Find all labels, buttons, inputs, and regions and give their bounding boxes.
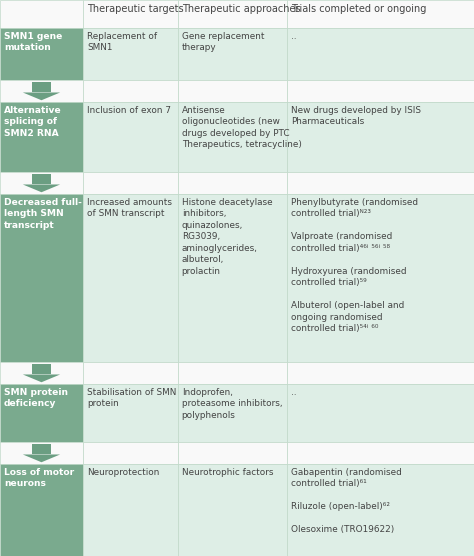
Bar xyxy=(178,172,287,194)
Bar xyxy=(83,194,178,362)
Bar xyxy=(287,194,474,362)
Bar xyxy=(178,384,287,442)
Text: Loss of motor
neurons: Loss of motor neurons xyxy=(4,468,74,489)
Bar xyxy=(0,362,83,384)
Bar xyxy=(0,28,83,80)
Text: Therapeutic approaches: Therapeutic approaches xyxy=(182,4,301,14)
Text: Therapeutic targets: Therapeutic targets xyxy=(87,4,183,14)
Bar xyxy=(287,0,474,28)
Bar xyxy=(287,172,474,194)
Text: Increased amounts
of SMN transcript: Increased amounts of SMN transcript xyxy=(87,198,172,219)
Bar xyxy=(83,362,178,384)
Text: Stabilisation of SMN
protein: Stabilisation of SMN protein xyxy=(87,388,176,409)
Bar xyxy=(0,0,83,28)
Polygon shape xyxy=(23,185,60,192)
Bar xyxy=(83,102,178,172)
Text: SMN1 gene
mutation: SMN1 gene mutation xyxy=(4,32,63,52)
Polygon shape xyxy=(23,375,60,382)
Bar xyxy=(178,0,287,28)
Bar xyxy=(83,28,178,80)
Text: ..: .. xyxy=(291,32,296,41)
Bar xyxy=(0,172,83,194)
Bar xyxy=(83,0,178,28)
Bar xyxy=(287,442,474,464)
Bar xyxy=(287,28,474,80)
Bar xyxy=(287,464,474,556)
Text: Decreased full-
length SMN
transcript: Decreased full- length SMN transcript xyxy=(4,198,82,230)
Bar xyxy=(178,28,287,80)
Text: Phenylbutyrate (randomised
controlled trial)ᴺ²³

Valproate (randomised
controlle: Phenylbutyrate (randomised controlled tr… xyxy=(291,198,418,333)
Text: Alternative
splicing of
SMN2 RNA: Alternative splicing of SMN2 RNA xyxy=(4,106,62,138)
Bar xyxy=(0,194,83,362)
Text: Neuroprotection: Neuroprotection xyxy=(87,468,159,477)
Bar xyxy=(0,464,83,556)
Bar xyxy=(178,442,287,464)
Text: Gene replacement
therapy: Gene replacement therapy xyxy=(182,32,264,52)
Polygon shape xyxy=(23,454,60,462)
Bar xyxy=(178,362,287,384)
Text: Neurotrophic factors: Neurotrophic factors xyxy=(182,468,273,477)
Text: Replacement of
SMN1: Replacement of SMN1 xyxy=(87,32,157,52)
Text: Gabapentin (randomised
controlled trial)⁶¹

Riluzole (open-label)⁶²

Olesoxime (: Gabapentin (randomised controlled trial)… xyxy=(291,468,401,534)
Bar xyxy=(287,362,474,384)
Bar xyxy=(32,82,51,92)
Bar xyxy=(32,364,51,375)
Polygon shape xyxy=(23,92,60,100)
Bar xyxy=(0,102,83,172)
Bar xyxy=(83,442,178,464)
Bar xyxy=(32,444,51,454)
Text: Histone deacetylase
inhibitors,
quinazolones,
RG3039,
aminoglycerides,
albuterol: Histone deacetylase inhibitors, quinazol… xyxy=(182,198,273,276)
Bar xyxy=(287,80,474,102)
Text: New drugs developed by ISIS
Pharmaceuticals: New drugs developed by ISIS Pharmaceutic… xyxy=(291,106,421,126)
Bar xyxy=(178,80,287,102)
Text: ..: .. xyxy=(291,388,296,397)
Bar xyxy=(32,174,51,185)
Bar xyxy=(83,80,178,102)
Bar xyxy=(178,464,287,556)
Bar xyxy=(287,102,474,172)
Bar xyxy=(83,172,178,194)
Bar xyxy=(83,464,178,556)
Text: Trials completed or ongoing: Trials completed or ongoing xyxy=(291,4,426,14)
Text: SMN protein
deficiency: SMN protein deficiency xyxy=(4,388,68,409)
Bar xyxy=(178,194,287,362)
Bar xyxy=(178,102,287,172)
Text: Indoprofen,
proteasome inhibitors,
polyphenols: Indoprofen, proteasome inhibitors, polyp… xyxy=(182,388,283,420)
Bar xyxy=(287,384,474,442)
Bar xyxy=(0,384,83,442)
Text: Antisense
oligonucleotides (new
drugs developed by PTC
Therapeutics, tetracyclin: Antisense oligonucleotides (new drugs de… xyxy=(182,106,301,150)
Bar xyxy=(0,442,83,464)
Bar xyxy=(83,384,178,442)
Text: Inclusion of exon 7: Inclusion of exon 7 xyxy=(87,106,171,115)
Bar xyxy=(0,80,83,102)
